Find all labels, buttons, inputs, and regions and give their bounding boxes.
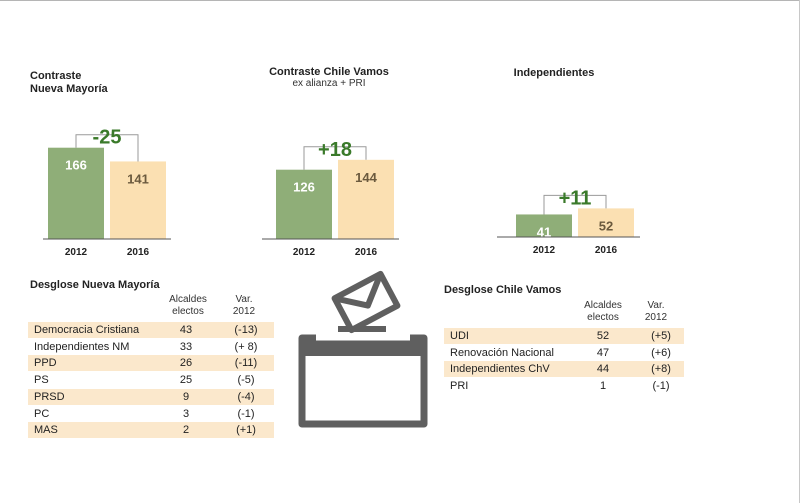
chart-2-difference-label: +18 (318, 139, 352, 161)
chart-1-title: Contraste Nueva Mayoría (30, 70, 108, 96)
chart-2-subtitle: ex alianza + PRI (292, 78, 366, 89)
chart-1-value-2016: 141 (127, 171, 149, 186)
nm-table-row: PPD 26 (-11) (28, 355, 274, 372)
nm-table-row: PC 3 (-1) (28, 406, 274, 422)
chart-3-bracket (543, 194, 607, 215)
cv-table-row: Renovación Nacional 47 (+6) (444, 345, 684, 361)
chart-1-bar-2012 (48, 147, 104, 239)
chart-1-category-2012: 2012 (65, 247, 88, 258)
cv-row-name: PRI (450, 380, 469, 393)
cv-row-variation: (+8) (651, 363, 671, 376)
cv-row-alcaldes: 47 (596, 346, 610, 359)
chart-3-title: Independientes (513, 67, 595, 79)
nm-table-title: Desglose Nueva Mayoría (30, 279, 160, 291)
chart-3-value-2012: 41 (537, 224, 551, 239)
chart-1-bar-2016 (110, 161, 166, 239)
nm-row-alcaldes: 33 (179, 340, 193, 353)
nm-row-alcaldes: 9 (182, 390, 190, 403)
nm-table-row: Democracia Cristiana 43 (-13) (28, 322, 274, 338)
nm-row-alcaldes: 2 (182, 424, 190, 437)
chart-3-bar-2016 (578, 208, 634, 237)
nm-row-name: Independientes NM (34, 340, 130, 353)
chart-1-title-line1: Contraste (30, 70, 82, 82)
nm-col-alcaldes: Alcaldes electos (169, 294, 207, 317)
nm-table-row: MAS 2 (+1) (28, 422, 274, 439)
top-rule (0, 0, 800, 1)
chart-3-difference-label: +11 (559, 187, 592, 209)
chart-2-value-2012: 126 (293, 180, 315, 195)
nm-row-alcaldes: 26 (179, 357, 193, 370)
cv-row-variation: (-1) (652, 380, 670, 393)
chart-2-bar-2012 (276, 169, 332, 239)
cv-table-row: Independientes ChV 44 (+8) (444, 361, 684, 378)
cv-row-alcaldes: 1 (599, 380, 607, 393)
chart-3-category-2012: 2012 (533, 245, 556, 256)
nm-row-name: PRSD (34, 390, 65, 403)
nm-row-name: PPD (34, 357, 57, 370)
nm-row-alcaldes: 25 (179, 374, 193, 387)
nm-table-row: PRSD 9 (-4) (28, 388, 274, 405)
cv-col-var: Var. 2012 (644, 300, 668, 323)
chart-1-title-line2: Nueva Mayoría (30, 83, 108, 95)
cv-row-alcaldes: 44 (596, 363, 610, 376)
cv-table-row: UDI 52 (+5) (444, 328, 684, 344)
chart-1-bracket (75, 134, 139, 162)
nm-row-variation: (-11) (234, 357, 258, 370)
cv-row-variation: (+6) (651, 346, 671, 359)
nm-row-alcaldes: 43 (179, 324, 193, 336)
nm-row-variation: (-5) (237, 374, 255, 387)
chart-2-bracket (303, 146, 367, 170)
nm-row-name: Democracia Cristiana (34, 324, 140, 336)
nm-row-variation: (-13) (234, 324, 258, 336)
chart-2-value-2016: 144 (355, 170, 377, 185)
nm-row-variation: (+ 8) (234, 340, 258, 353)
cv-table-row: PRI 1 (-1) (444, 378, 684, 394)
chart-2-title: Contraste Chile Vamos (269, 66, 389, 78)
cv-row-name: Independientes ChV (450, 363, 550, 376)
chart-1-value-2012: 166 (65, 158, 87, 173)
nm-col-var: Var. 2012 (232, 294, 256, 317)
cv-col-alcaldes: Alcaldes electos (584, 300, 622, 323)
chart-1-category-2016: 2016 (127, 247, 150, 258)
chart-2-category-2012: 2012 (293, 247, 316, 258)
nm-row-name: PC (34, 407, 50, 420)
nm-row-name: PS (34, 374, 49, 387)
chart-1-difference-label: -25 (93, 127, 122, 149)
nm-row-name: MAS (34, 424, 58, 437)
chart-2-bar-2016 (338, 159, 394, 239)
cv-table-title: Desglose Chile Vamos (444, 284, 562, 296)
nm-row-variation: (-1) (237, 407, 255, 420)
cv-row-name: UDI (450, 330, 469, 342)
chart-2-category-2016: 2016 (355, 247, 378, 258)
nm-row-alcaldes: 3 (182, 407, 190, 420)
nm-table-row: PS 25 (-5) (28, 372, 274, 388)
cv-row-variation: (+5) (651, 330, 671, 342)
ballot-box-icon (298, 270, 428, 428)
chart-3-bar-2012 (516, 214, 572, 237)
chart-3-category-2016: 2016 (595, 245, 618, 256)
chart-3-value-2016: 52 (599, 218, 613, 233)
nm-row-variation: (+1) (236, 424, 256, 437)
nm-table-row: Independientes NM 33 (+ 8) (28, 339, 274, 355)
nm-row-variation: (-4) (237, 390, 255, 403)
cv-row-name: Renovación Nacional (450, 346, 554, 359)
cv-row-alcaldes: 52 (596, 330, 610, 342)
